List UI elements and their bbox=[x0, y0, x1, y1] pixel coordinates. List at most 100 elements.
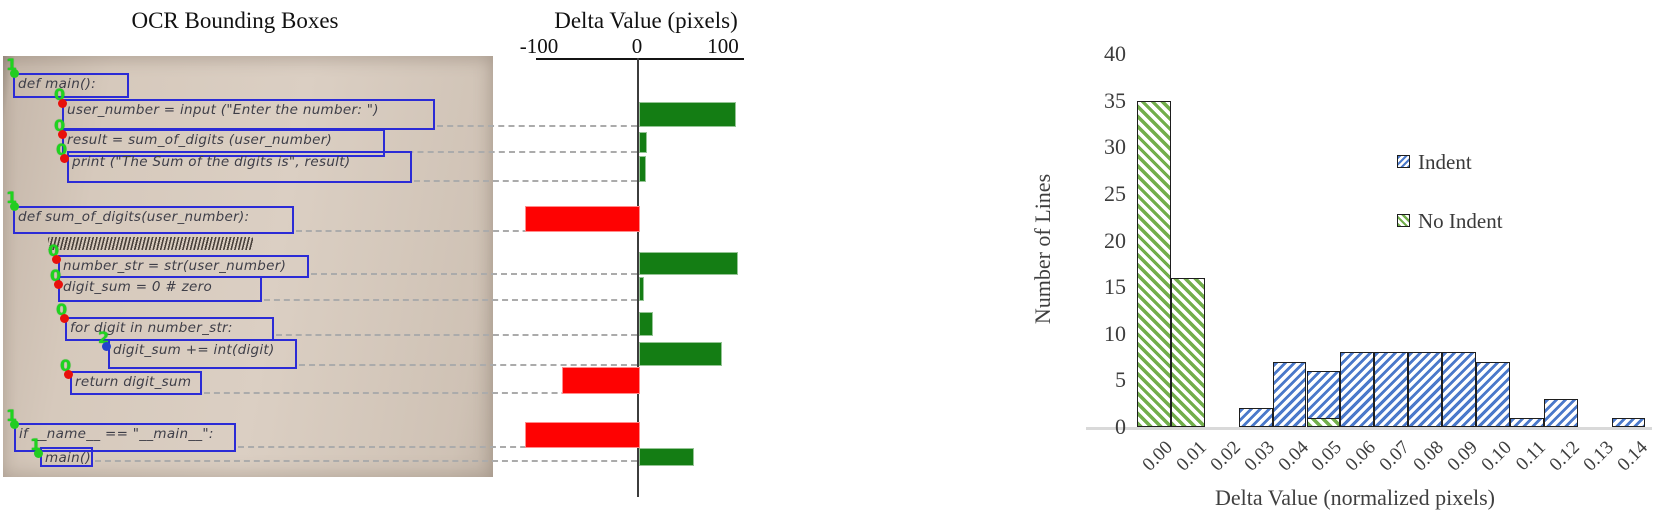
ocr-panel-title: OCR Bounding Boxes bbox=[131, 8, 339, 33]
handwritten-code-text: number_str = str(user_number) bbox=[63, 258, 287, 274]
hist-x-axis-label: Delta Value (normalized pixels) bbox=[1215, 485, 1495, 510]
delta-zero-axis-line bbox=[637, 58, 639, 497]
ocr-bounding-box bbox=[70, 371, 202, 395]
corner-dot-green bbox=[34, 449, 43, 458]
hist-bar-indent bbox=[1306, 371, 1341, 427]
hist-ytick-label: 0 bbox=[1115, 414, 1126, 439]
handwritten-code-text: digit_sum += int(digit) bbox=[113, 342, 275, 358]
leader-dashed-line bbox=[296, 230, 637, 232]
hist-bar-indent bbox=[1442, 352, 1476, 427]
delta-bar bbox=[561, 367, 641, 394]
hist-bar-indent bbox=[1611, 417, 1646, 427]
handwritten-code-text: return digit_sum bbox=[75, 374, 192, 390]
hist-ytick-label: 35 bbox=[1104, 87, 1126, 113]
ocr-bounding-box bbox=[13, 206, 294, 234]
delta-tick-neg100: -100 bbox=[519, 34, 559, 58]
leader-dashed-line bbox=[437, 125, 637, 127]
leader-dashed-line bbox=[238, 446, 637, 448]
ocr-bounding-box bbox=[14, 423, 236, 452]
delta-bar bbox=[638, 252, 738, 275]
line-annotation-digit: 1 bbox=[6, 55, 18, 74]
handwritten-code-text: result = sum_of_digits (user_number) bbox=[67, 132, 333, 148]
handwritten-code-text: user_number = input ("Enter the number: … bbox=[67, 102, 379, 118]
hist-ytick-label: 20 bbox=[1104, 227, 1126, 253]
legend-item-indent: Indent bbox=[1397, 150, 1537, 174]
line-annotation-digit: 1 bbox=[30, 435, 42, 454]
hist-ytick-label: 40 bbox=[1104, 41, 1126, 66]
hist-y-axis-label: Number of Lines bbox=[1030, 173, 1055, 325]
hist-bar-noindent bbox=[1137, 100, 1171, 427]
handwritten-code-text: for digit in number_str: bbox=[70, 320, 233, 336]
hist-ytick-label: 5 bbox=[1115, 367, 1126, 393]
leader-dashed-line bbox=[95, 460, 637, 462]
ocr-bounding-box bbox=[67, 151, 412, 183]
legend-label: Indent bbox=[1418, 150, 1472, 174]
line-annotation-digit: 2 bbox=[98, 328, 110, 347]
leader-dashed-line bbox=[299, 364, 637, 366]
leader-dashed-line bbox=[414, 180, 637, 182]
leader-dashed-line bbox=[204, 392, 637, 394]
line-annotation-digit: 0 bbox=[54, 85, 66, 104]
delta-tick-zero: 0 bbox=[631, 34, 643, 58]
delta-bar bbox=[638, 102, 737, 127]
corner-dot-red bbox=[58, 130, 67, 139]
hist-bar-indent bbox=[1238, 408, 1273, 427]
delta-bar bbox=[638, 312, 653, 336]
handwritten-code-text: def main(): bbox=[18, 76, 97, 92]
corner-dot-red bbox=[60, 154, 69, 163]
corner-dot-red bbox=[64, 370, 73, 379]
hist-ytick-label: 25 bbox=[1104, 180, 1126, 206]
line-annotation-digit: 0 bbox=[48, 241, 60, 260]
delta-bar bbox=[638, 156, 646, 182]
legend-label: No Indent bbox=[1418, 209, 1503, 233]
handwritten-code-text: def sum_of_digits(user_number): bbox=[18, 209, 250, 225]
corner-dot-blue bbox=[102, 342, 111, 351]
handwritten-code-text: digit_sum = 0 # zero bbox=[63, 279, 213, 295]
scribbled-out-line bbox=[48, 237, 253, 250]
delta-bar bbox=[525, 422, 641, 448]
delta-chart-title: Delta Value (pixels) bbox=[554, 8, 738, 33]
hist-ytick-label: 30 bbox=[1104, 134, 1126, 160]
hist-baseline bbox=[1086, 427, 1652, 430]
leader-dashed-line bbox=[387, 151, 637, 153]
handwritten-code-text: print ("The Sum of the digits is", resul… bbox=[72, 154, 351, 170]
line-annotation-digit: 1 bbox=[6, 406, 18, 425]
ocr-bounding-box bbox=[108, 339, 297, 369]
leader-dashed-line bbox=[276, 334, 637, 336]
corner-dot-green bbox=[10, 420, 19, 429]
hist-ytick-label: 15 bbox=[1104, 274, 1126, 300]
line-annotation-digit: 1 bbox=[6, 188, 18, 207]
leader-dashed-line bbox=[311, 273, 637, 275]
handwritten-code-photo bbox=[3, 56, 493, 477]
hist-bar-noindent bbox=[1306, 417, 1341, 427]
ocr-bounding-box bbox=[13, 73, 129, 98]
corner-dot-green bbox=[10, 69, 19, 78]
corner-dot-red bbox=[54, 280, 63, 289]
hist-bar-indent bbox=[1543, 399, 1578, 427]
delta-bar bbox=[638, 448, 695, 466]
legend-item-noindent: No Indent bbox=[1397, 209, 1537, 233]
line-annotation-digit: 0 bbox=[60, 356, 72, 375]
delta-tick-pos100: 100 bbox=[707, 34, 739, 58]
line-annotation-digit: 0 bbox=[50, 266, 62, 285]
leader-dashed-line bbox=[264, 299, 637, 301]
delta-bar bbox=[638, 342, 723, 366]
hist-bar-indent bbox=[1272, 361, 1307, 427]
handwritten-code-text: main() bbox=[45, 450, 92, 466]
hist-bar-indent bbox=[1340, 352, 1375, 427]
delta-bar bbox=[638, 132, 648, 153]
ocr-bounding-box bbox=[62, 129, 385, 157]
hist-bar-indent bbox=[1476, 361, 1510, 427]
hist-bar-indent bbox=[1374, 352, 1409, 427]
line-annotation-digit: 0 bbox=[54, 116, 66, 135]
delta-bar bbox=[638, 277, 644, 301]
handwritten-code-text: if __name__ == "__main__": bbox=[19, 426, 214, 442]
corner-dot-red bbox=[60, 314, 69, 323]
corner-dot-red bbox=[52, 255, 61, 264]
ocr-bounding-box bbox=[58, 276, 262, 302]
line-annotation-digit: 0 bbox=[56, 140, 68, 159]
hist-bar-indent bbox=[1408, 352, 1443, 427]
hist-bar-indent bbox=[1509, 417, 1544, 427]
legend-swatch-noindent bbox=[1397, 214, 1410, 227]
